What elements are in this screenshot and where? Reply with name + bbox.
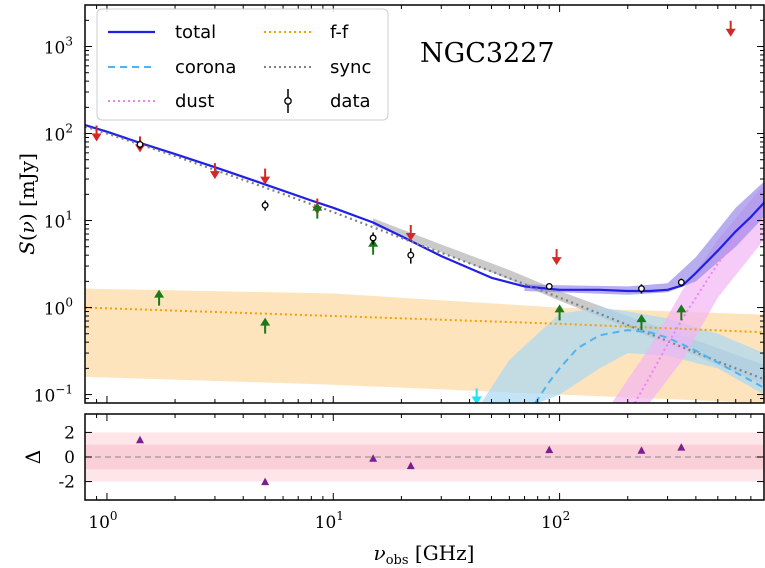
- lower-limit-marker: [312, 202, 323, 211]
- legend-label-dust: dust: [175, 91, 214, 112]
- band-total-band: [524, 181, 764, 295]
- y-tick-label: 100: [44, 296, 73, 320]
- line-corona: [534, 329, 764, 403]
- x-axis-label: νobs [GHz]: [374, 541, 475, 568]
- main-points-layer: [91, 20, 736, 403]
- axes-layer: 100 101 102 10−1 100 101 102 103 2 0 -2: [34, 4, 765, 533]
- lower-limit-marker: [260, 317, 271, 326]
- residual-point: [406, 461, 415, 470]
- residual-point: [369, 454, 378, 462]
- residual-point: [545, 445, 554, 454]
- y-tick-label: 103: [44, 35, 73, 59]
- legend-item-ff: f-f: [264, 22, 349, 43]
- residual-point: [261, 477, 270, 486]
- upper-limit-marker: [725, 28, 736, 37]
- lower-limit-marker: [636, 314, 647, 323]
- main-bands-layer: [85, 181, 764, 403]
- upper-limit-marker: [260, 176, 271, 185]
- data-point: [638, 285, 645, 293]
- data-point: [261, 201, 269, 209]
- line-total: [85, 124, 764, 293]
- legend-label-total: total: [175, 22, 216, 43]
- residual-y-axis-title: Δ: [21, 450, 45, 464]
- chart-title: NGC3227: [420, 38, 555, 69]
- legend-item-data: data: [284, 89, 371, 113]
- data-point: [407, 251, 415, 259]
- upper-limit-marker: [91, 133, 102, 142]
- y-tick-label: 102: [44, 122, 73, 146]
- y-axis-title: S(ν) [mJy]: [15, 153, 39, 255]
- lower-limit-marker: [554, 304, 565, 313]
- x-tick-label: 101: [315, 509, 344, 533]
- legend-label-data: data: [330, 91, 371, 112]
- x-tick-label: 102: [541, 509, 570, 533]
- lower-limit-marker: [154, 289, 165, 298]
- residual-point: [136, 435, 145, 444]
- upper-limit-marker: [471, 396, 482, 403]
- y-axis-label: S(ν) [mJy]: [15, 153, 39, 255]
- upper-limit-marker: [551, 257, 562, 266]
- legend-swatch-data-marker: [284, 97, 292, 105]
- legend-item-total: total: [108, 22, 216, 43]
- lower-limit-marker: [676, 304, 687, 313]
- data-point: [545, 282, 553, 290]
- legend-frame: [96, 8, 389, 121]
- data-point: [677, 278, 685, 286]
- residual-y-tick-label: 2: [64, 423, 75, 443]
- legend: total corona dust f-f sync data: [96, 8, 389, 121]
- data-point: [369, 234, 377, 242]
- legend-item-dust: dust: [108, 91, 214, 112]
- legend-label-corona: corona: [175, 57, 236, 78]
- legend-item-sync: sync: [264, 57, 371, 78]
- legend-label-sync: sync: [330, 57, 371, 78]
- upper-limit-marker: [405, 232, 416, 241]
- residual-y-label: Δ: [21, 450, 45, 464]
- residual-point: [637, 446, 646, 454]
- residual-y-tick-label: -2: [58, 473, 75, 493]
- y-tick-label: 10−1: [34, 383, 73, 407]
- data-point: [136, 140, 144, 148]
- residual-layer: [85, 432, 764, 486]
- x-tick-label: 100: [88, 509, 117, 533]
- legend-item-corona: corona: [108, 57, 236, 78]
- main-lines-layer: [85, 124, 764, 403]
- upper-limit-marker: [209, 171, 220, 180]
- main-plot-frame: [84, 4, 765, 404]
- legend-label-ff: f-f: [330, 22, 349, 43]
- residual-y-tick-label: 0: [64, 448, 75, 468]
- line-dust: [633, 207, 764, 403]
- residual-point: [677, 443, 686, 451]
- x-axis-title: νobs [GHz]: [374, 541, 475, 568]
- y-tick-label: 101: [44, 209, 73, 233]
- source-title: NGC3227: [420, 38, 555, 69]
